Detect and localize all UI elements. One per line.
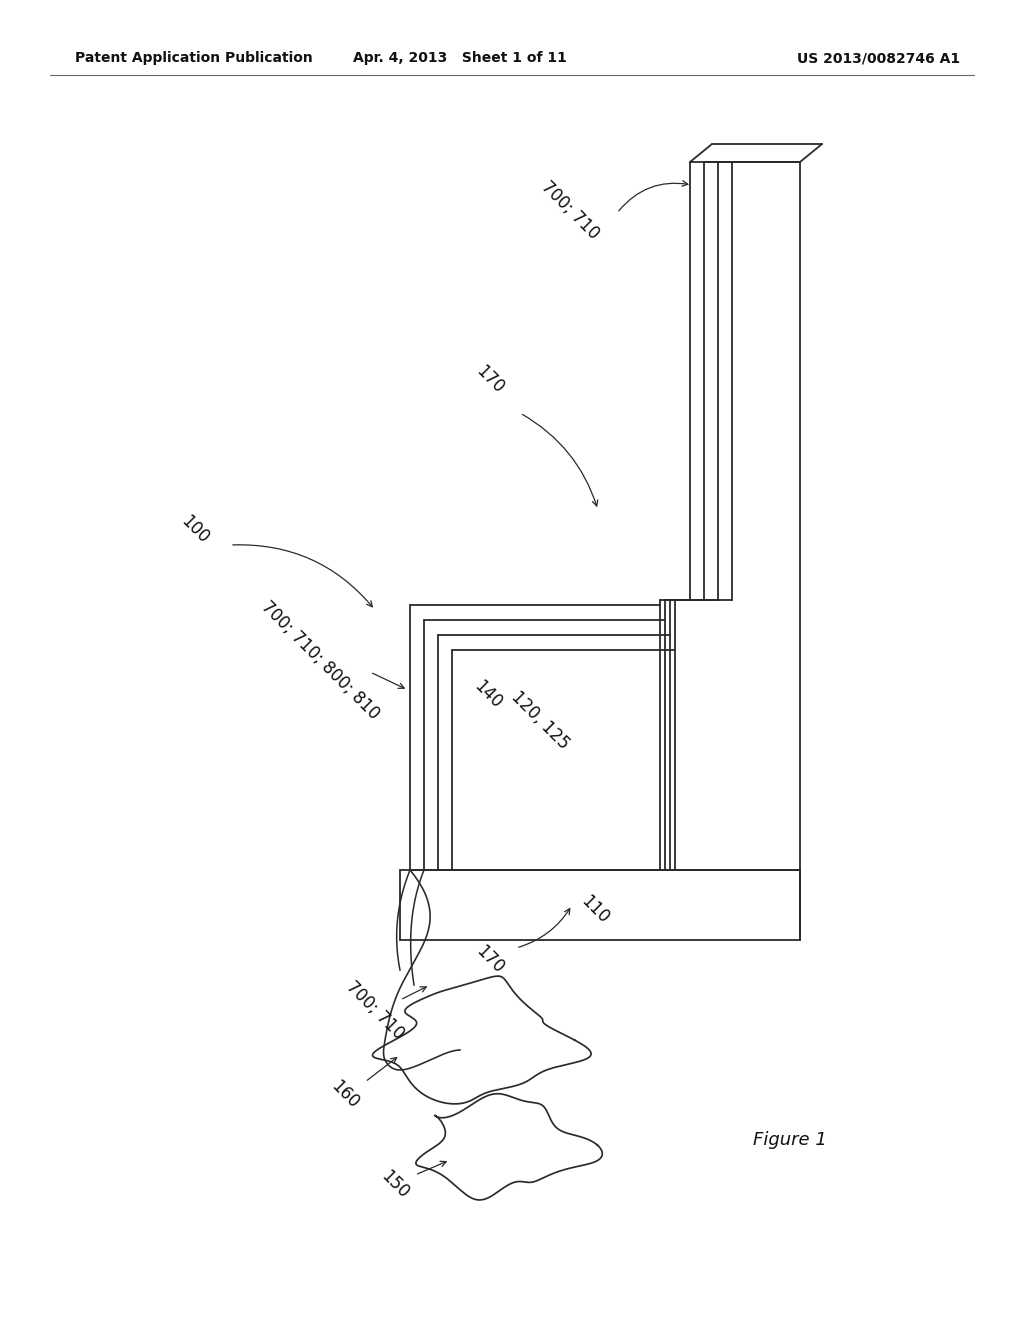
Text: 150: 150 xyxy=(378,1167,413,1203)
Text: US 2013/0082746 A1: US 2013/0082746 A1 xyxy=(797,51,961,65)
Text: 170: 170 xyxy=(472,363,508,397)
Text: 100: 100 xyxy=(177,512,213,548)
Text: Figure 1: Figure 1 xyxy=(753,1131,827,1148)
Text: Apr. 4, 2013   Sheet 1 of 11: Apr. 4, 2013 Sheet 1 of 11 xyxy=(353,51,567,65)
Text: 170: 170 xyxy=(472,942,508,978)
Text: Patent Application Publication: Patent Application Publication xyxy=(75,51,312,65)
Text: 160: 160 xyxy=(328,1077,362,1113)
Text: 140: 140 xyxy=(470,677,506,713)
Text: 110: 110 xyxy=(578,892,612,928)
Text: 700; 710: 700; 710 xyxy=(538,177,602,243)
Text: 700; 710; 800; 810: 700; 710; 800; 810 xyxy=(257,598,383,722)
Text: 120, 125: 120, 125 xyxy=(508,688,572,752)
Text: 700; 710: 700; 710 xyxy=(342,977,408,1043)
